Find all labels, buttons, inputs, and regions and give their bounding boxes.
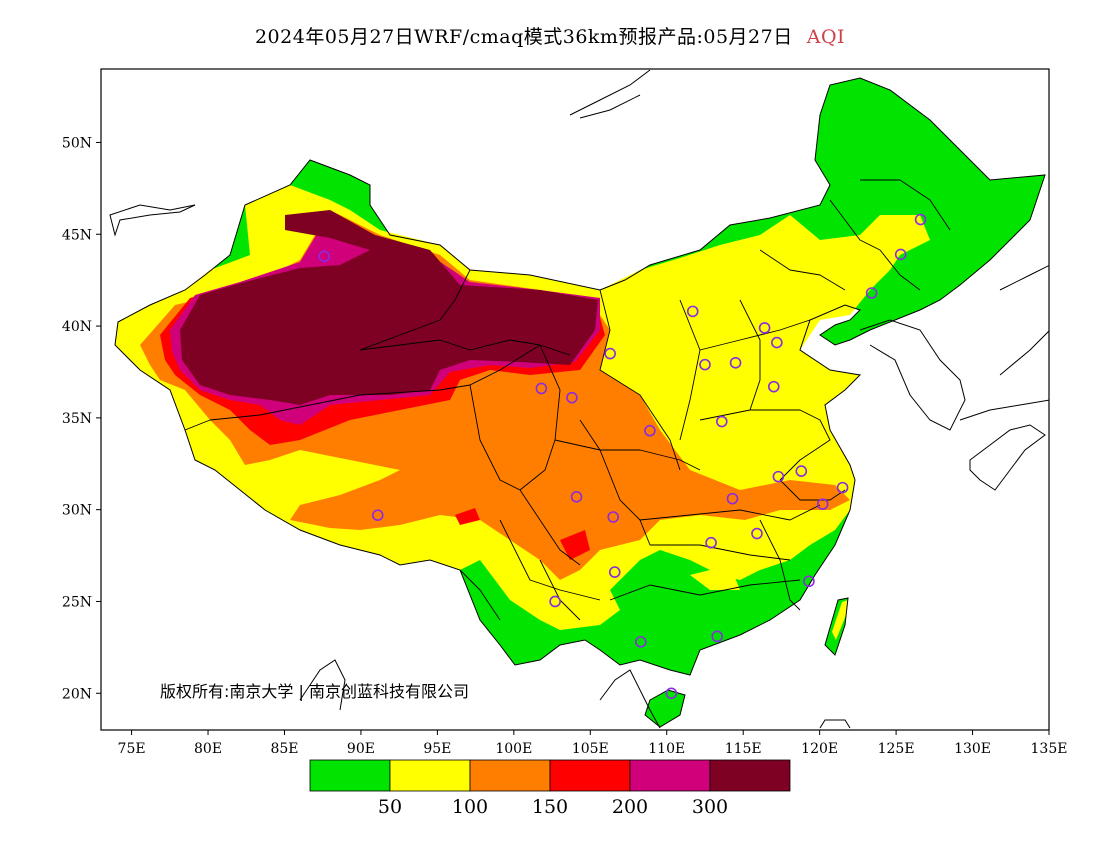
region-taiwan-moderate — [832, 600, 848, 640]
province-borders — [184, 179, 951, 621]
station-marker — [607, 511, 620, 523]
station-marker — [318, 250, 331, 263]
x-tick-label: 135E — [1031, 741, 1068, 757]
region-hazardous — [180, 210, 598, 405]
x-tick-label: 75E — [118, 741, 146, 757]
y-axis: 20N 25N 30N 35N 40N 45N 50N — [62, 135, 101, 702]
legend-swatch — [309, 759, 391, 792]
station-marker — [711, 630, 724, 643]
legend-swatch — [549, 759, 631, 792]
x-tick-label: 80E — [194, 741, 222, 757]
legend-swatch — [469, 759, 551, 792]
station-marker — [726, 492, 739, 505]
legend-label: 300 — [692, 796, 728, 818]
y-tick-label: 50N — [62, 135, 92, 151]
region-unhealthy-2 — [560, 530, 590, 560]
x-tick-label: 85E — [270, 741, 298, 757]
map-frame — [100, 68, 1050, 731]
station-marker — [371, 509, 384, 521]
map-title: 2024年05月27日WRF/cmaq模式36km预报产品:05月27日 AQI — [0, 22, 1100, 49]
x-tick-label: 115E — [725, 741, 762, 757]
aqi-legend: 50 100 150 200 300 — [309, 759, 791, 818]
station-marker — [634, 636, 647, 648]
station-marker — [914, 213, 927, 226]
station-marker — [865, 287, 878, 299]
station-marker — [836, 481, 849, 494]
station-marker — [705, 536, 717, 549]
station-marker — [767, 380, 780, 393]
station-marker — [751, 527, 763, 540]
x-tick-label: 90E — [347, 741, 375, 757]
legend-label: 100 — [452, 796, 488, 818]
y-tick-label: 40N — [62, 319, 92, 335]
legend-label: 50 — [378, 796, 402, 818]
x-tick-label: 130E — [954, 741, 991, 757]
copyright-text: 版权所有:南京大学 | 南京创蓝科技有限公司 — [160, 682, 469, 701]
region-moderate-3 — [690, 565, 740, 590]
legend-swatch — [709, 759, 791, 792]
x-tick-label: 100E — [495, 741, 532, 757]
station-marker — [549, 595, 561, 608]
legend-label: 200 — [612, 796, 648, 818]
x-tick-label: 110E — [648, 741, 685, 757]
station-marker — [570, 491, 583, 503]
title-variable: AQI — [806, 26, 846, 48]
y-tick-label: 30N — [62, 503, 92, 519]
y-tick-label: 25N — [62, 594, 92, 610]
station-marker — [566, 391, 578, 404]
region-hainan — [645, 690, 685, 727]
region-unhealthy-3 — [455, 508, 480, 525]
station-marker — [758, 322, 771, 334]
x-axis: 75E 80E 85E 90E 95E 100E 105E 110E 115E 120E 125E 1… — [118, 730, 1068, 757]
x-tick-label: 125E — [878, 741, 915, 757]
station-marker — [686, 305, 699, 318]
station-marker — [715, 415, 728, 428]
x-tick-label: 95E — [423, 741, 451, 757]
y-tick-label: 45N — [62, 227, 92, 243]
legend-label: 150 — [532, 796, 568, 818]
map-plot-area: 版权所有:南京大学 | 南京创蓝科技有限公司 — [109, 69, 1049, 729]
station-marker — [665, 687, 678, 700]
title-main: 2024年05月27日WRF/cmaq模式36km预报产品:05月27日 — [254, 26, 793, 48]
y-tick-label: 20N — [62, 686, 92, 702]
station-marker — [894, 248, 907, 261]
station-marker — [729, 356, 742, 369]
y-tick-label: 35N — [62, 411, 92, 427]
station-marker — [604, 347, 616, 360]
station-marker — [644, 424, 656, 437]
region-moderate-2 — [580, 590, 620, 625]
station-markers — [318, 213, 927, 700]
legend-swatch — [389, 759, 471, 792]
legend-swatch — [629, 759, 711, 792]
station-marker — [772, 470, 785, 483]
x-tick-label: 105E — [572, 741, 609, 757]
region-hazardous-2 — [395, 250, 440, 275]
x-tick-label: 120E — [801, 741, 838, 757]
station-marker — [535, 382, 548, 395]
station-marker — [699, 358, 711, 371]
coastlines — [109, 69, 1049, 729]
station-marker — [771, 336, 783, 349]
station-marker — [608, 566, 621, 578]
station-marker — [816, 498, 829, 510]
station-marker — [795, 465, 808, 477]
station-marker — [803, 575, 815, 588]
